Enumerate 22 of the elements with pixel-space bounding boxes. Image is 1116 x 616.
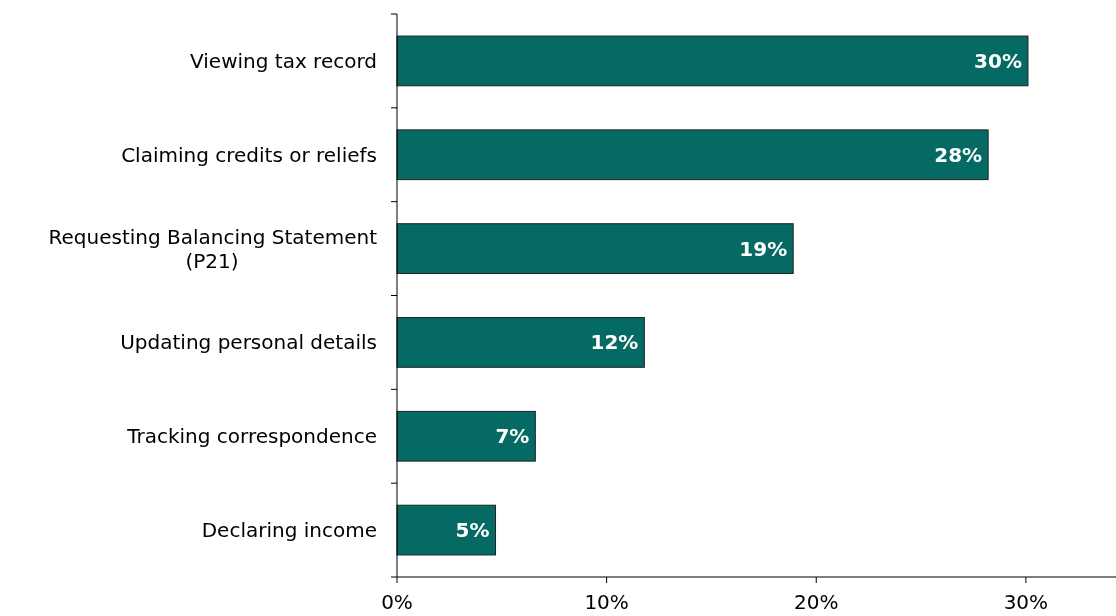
data-label: 19% bbox=[739, 236, 788, 261]
x-tick-label: 10% bbox=[584, 590, 629, 614]
x-tick-label: 30% bbox=[1003, 590, 1049, 614]
y-tick-label: Updating personal details bbox=[120, 330, 377, 355]
data-label: 12% bbox=[590, 330, 639, 355]
x-tick-label: 0% bbox=[381, 590, 413, 614]
data-label: 28% bbox=[934, 142, 983, 167]
bar bbox=[396, 129, 989, 181]
y-tick-label: Claiming credits or reliefs bbox=[121, 142, 377, 167]
bar bbox=[396, 223, 794, 274]
bar bbox=[396, 35, 1029, 87]
y-tick-label: Tracking correspondence bbox=[126, 424, 377, 449]
bar bbox=[396, 317, 645, 368]
x-tick-label: 20% bbox=[794, 590, 839, 614]
data-label: 5% bbox=[455, 518, 490, 543]
bar bbox=[396, 410, 536, 462]
data-label: 30% bbox=[974, 48, 1022, 73]
y-tick-label: Requesting Balancing Statement (P21) bbox=[48, 224, 378, 273]
bar bbox=[396, 504, 497, 556]
y-tick-label: Viewing tax record bbox=[190, 48, 377, 73]
data-label: 7% bbox=[495, 424, 530, 449]
y-tick-label: Declaring income bbox=[201, 518, 377, 543]
